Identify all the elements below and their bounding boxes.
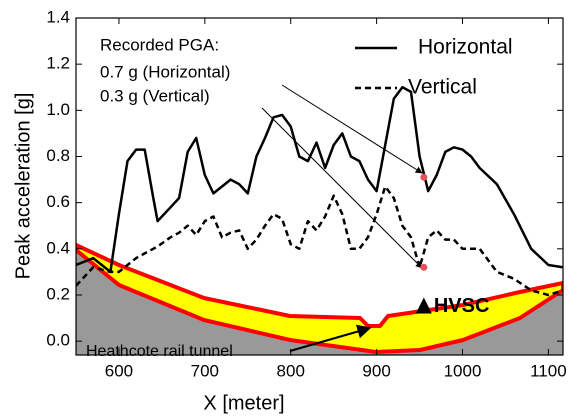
y-tick-label: 0.4: [46, 238, 70, 257]
series-line: [76, 85, 563, 274]
x-tick-label: 600: [105, 361, 133, 380]
axes: 0.0 0.2 0.4 0.6 0.8 1.0 1.2 1.4 600 700 800 900 1000…: [46, 7, 566, 380]
annotation-title: Recorded PGA:: [100, 35, 219, 54]
y-tick-label: 0.6: [46, 192, 70, 211]
y-tick-label: 0.2: [46, 284, 70, 303]
recorded-point: [420, 173, 428, 181]
y-tick-label: 1.2: [46, 54, 70, 73]
station-label: HVSC: [434, 295, 490, 317]
arrow: [281, 84, 423, 174]
lines: [76, 85, 563, 297]
x-tick-label: 1100: [530, 361, 567, 380]
markers: HVSC: [415, 173, 490, 317]
tunnel-label: Heathcote rail tunnel: [86, 343, 233, 360]
series-line: [76, 185, 563, 297]
arrow: [261, 107, 423, 269]
x-tick-label: 900: [362, 361, 390, 380]
recorded-point: [420, 263, 428, 271]
bedrock: [76, 250, 563, 355]
y-tick-label: 0.8: [46, 146, 70, 165]
annotation: 0.7 g (Horizontal): [100, 62, 230, 81]
station-marker: [415, 297, 432, 314]
x-tick-label: 1000: [444, 361, 482, 380]
y-tick-label: 0.0: [46, 331, 70, 350]
ground: [76, 243, 563, 355]
legend: Horizontal Vertical: [355, 36, 513, 99]
x-tick-label: 700: [191, 361, 219, 380]
legend-label: Vertical: [408, 76, 477, 99]
arrow: [289, 324, 372, 352]
legend-label: Horizontal: [418, 36, 513, 59]
soft-layer: [76, 243, 563, 354]
plot-frame: [75, 17, 564, 356]
y-axis-label: Peak acceleration [g]: [12, 93, 34, 280]
x-axis-label: X [meter]: [203, 392, 284, 414]
x-tick-label: 800: [277, 361, 305, 380]
y-tick-label: 1.0: [46, 100, 70, 119]
y-tick-label: 1.4: [46, 7, 70, 26]
annotation: 0.3 g (Vertical): [100, 86, 210, 105]
